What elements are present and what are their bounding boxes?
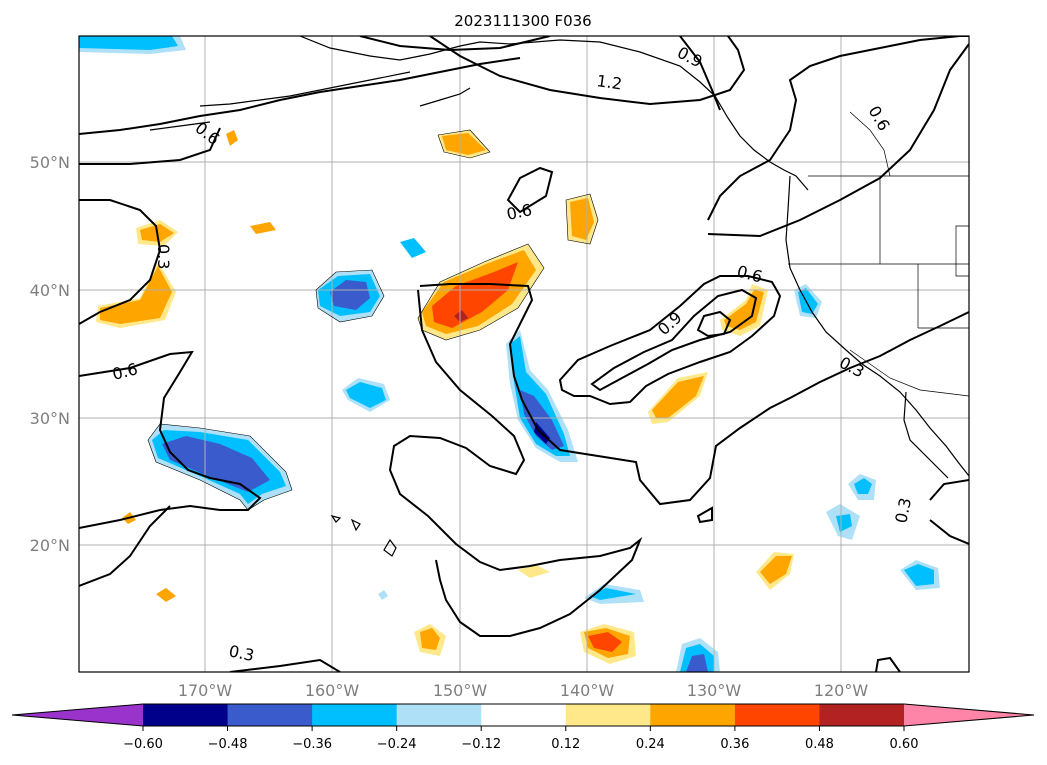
contour-label: 0.6	[505, 200, 534, 224]
colorbar: −0.60 −0.48 −0.36 −0.24 −0.12 0.12 0.24 0.36 0.4…	[11, 703, 1035, 752]
colorbar-tick-label: −0.12	[461, 737, 501, 752]
lat-label: 50°N	[30, 153, 70, 172]
colorbar-bin	[227, 704, 313, 726]
lon-label: 120°W	[814, 681, 869, 700]
lat-label: 30°N	[30, 409, 70, 428]
colorbar-bin	[565, 704, 651, 726]
contour-lines	[79, 36, 969, 672]
lon-label: 150°W	[433, 681, 488, 700]
lon-label: 160°W	[305, 681, 360, 700]
longitude-labels: 170°W 160°W 150°W 140°W 130°W 120°W	[178, 681, 869, 700]
colorbar-bin	[819, 704, 905, 726]
colorbar-bin	[481, 704, 567, 726]
colorbar-tick-label: 0.24	[636, 737, 665, 752]
colorbar-tick-label: 0.60	[890, 737, 919, 752]
contour-label: 0.3	[154, 244, 173, 269]
state-borders	[788, 111, 969, 397]
map-frame	[78, 35, 970, 673]
colorbar-over-extension	[904, 704, 1034, 726]
lat-label: 20°N	[30, 536, 70, 555]
lon-label: 170°W	[178, 681, 233, 700]
colorbar-bin	[734, 704, 820, 726]
contour-label: 0.3	[227, 641, 256, 665]
colorbar-bin	[396, 704, 482, 726]
colorbar-bin	[143, 704, 229, 726]
contour-label: 1.2	[595, 71, 623, 93]
colorbar-bin	[650, 704, 736, 726]
colorbar-tick-label: −0.48	[208, 737, 248, 752]
field-outlines	[147, 129, 599, 511]
lat-label: 40°N	[30, 281, 70, 300]
colorbar-tick-label: −0.36	[292, 737, 332, 752]
map-area: 0.9 1.2 0.6 0.6 0.6 0.3 0.6 0.6 0.9 0.3 …	[79, 36, 969, 672]
coastlines	[149, 36, 969, 557]
colorbar-under-extension	[12, 704, 143, 726]
contour-label: 0.3	[891, 496, 915, 525]
colorbar-tick-label: −0.24	[377, 737, 417, 752]
graticule	[79, 36, 969, 672]
colorbar-tick-label: 0.48	[805, 737, 834, 752]
shaded-field	[79, 36, 940, 672]
lon-label: 130°W	[687, 681, 742, 700]
colorbar-tick-label: −0.60	[123, 737, 163, 752]
lon-label: 140°W	[560, 681, 615, 700]
colorbar-tick-label: 0.36	[720, 737, 749, 752]
map-title: 2023111300 F036	[454, 12, 591, 30]
colorbar-bin	[312, 704, 398, 726]
latitude-labels: 50°N 40°N 30°N 20°N	[30, 153, 70, 555]
colorbar-tick-label: 0.12	[551, 737, 580, 752]
